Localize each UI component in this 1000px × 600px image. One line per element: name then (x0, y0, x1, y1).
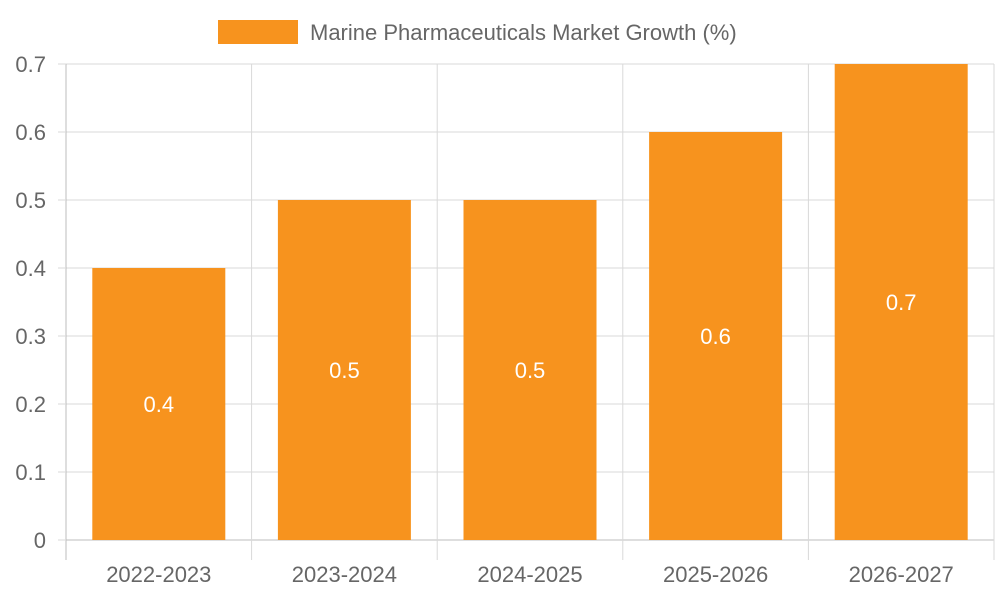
y-tick-label: 0.7 (15, 52, 46, 77)
bar[interactable] (92, 268, 226, 540)
y-tick-label: 0.6 (15, 120, 46, 145)
y-tick-label: 0.5 (15, 188, 46, 213)
legend[interactable]: Marine Pharmaceuticals Market Growth (%) (218, 20, 737, 45)
y-tick-label: 0 (34, 528, 46, 553)
bar[interactable] (277, 200, 411, 540)
y-tick-label: 0.1 (15, 460, 46, 485)
y-tick-label: 0.3 (15, 324, 46, 349)
y-tick-label: 0.2 (15, 392, 46, 417)
bar-data-label: 0.6 (700, 324, 731, 349)
bars (92, 64, 968, 540)
data-labels: 0.4 0.5 0.5 0.6 0.7 (144, 290, 917, 417)
x-tick-label: 2026-2027 (849, 562, 954, 587)
legend-label: Marine Pharmaceuticals Market Growth (%) (310, 20, 737, 45)
bar-data-label: 0.4 (144, 392, 175, 417)
x-tick-label: 2025-2026 (663, 562, 768, 587)
legend-swatch (218, 20, 298, 44)
y-tick-label: 0.4 (15, 256, 46, 281)
bar[interactable] (649, 132, 783, 540)
bar-data-label: 0.5 (515, 358, 546, 383)
bar-data-label: 0.5 (329, 358, 360, 383)
bar-data-label: 0.7 (886, 290, 917, 315)
bar[interactable] (834, 64, 968, 540)
x-tick-label: 2022-2023 (106, 562, 211, 587)
axes: 0 0.1 0.2 0.3 0.4 0.5 0.6 0.7 2022-2023 2023-2024… (15, 52, 953, 587)
x-tick-label: 2023-2024 (292, 562, 397, 587)
x-tick-label: 2024-2025 (477, 562, 582, 587)
bar[interactable] (463, 200, 597, 540)
